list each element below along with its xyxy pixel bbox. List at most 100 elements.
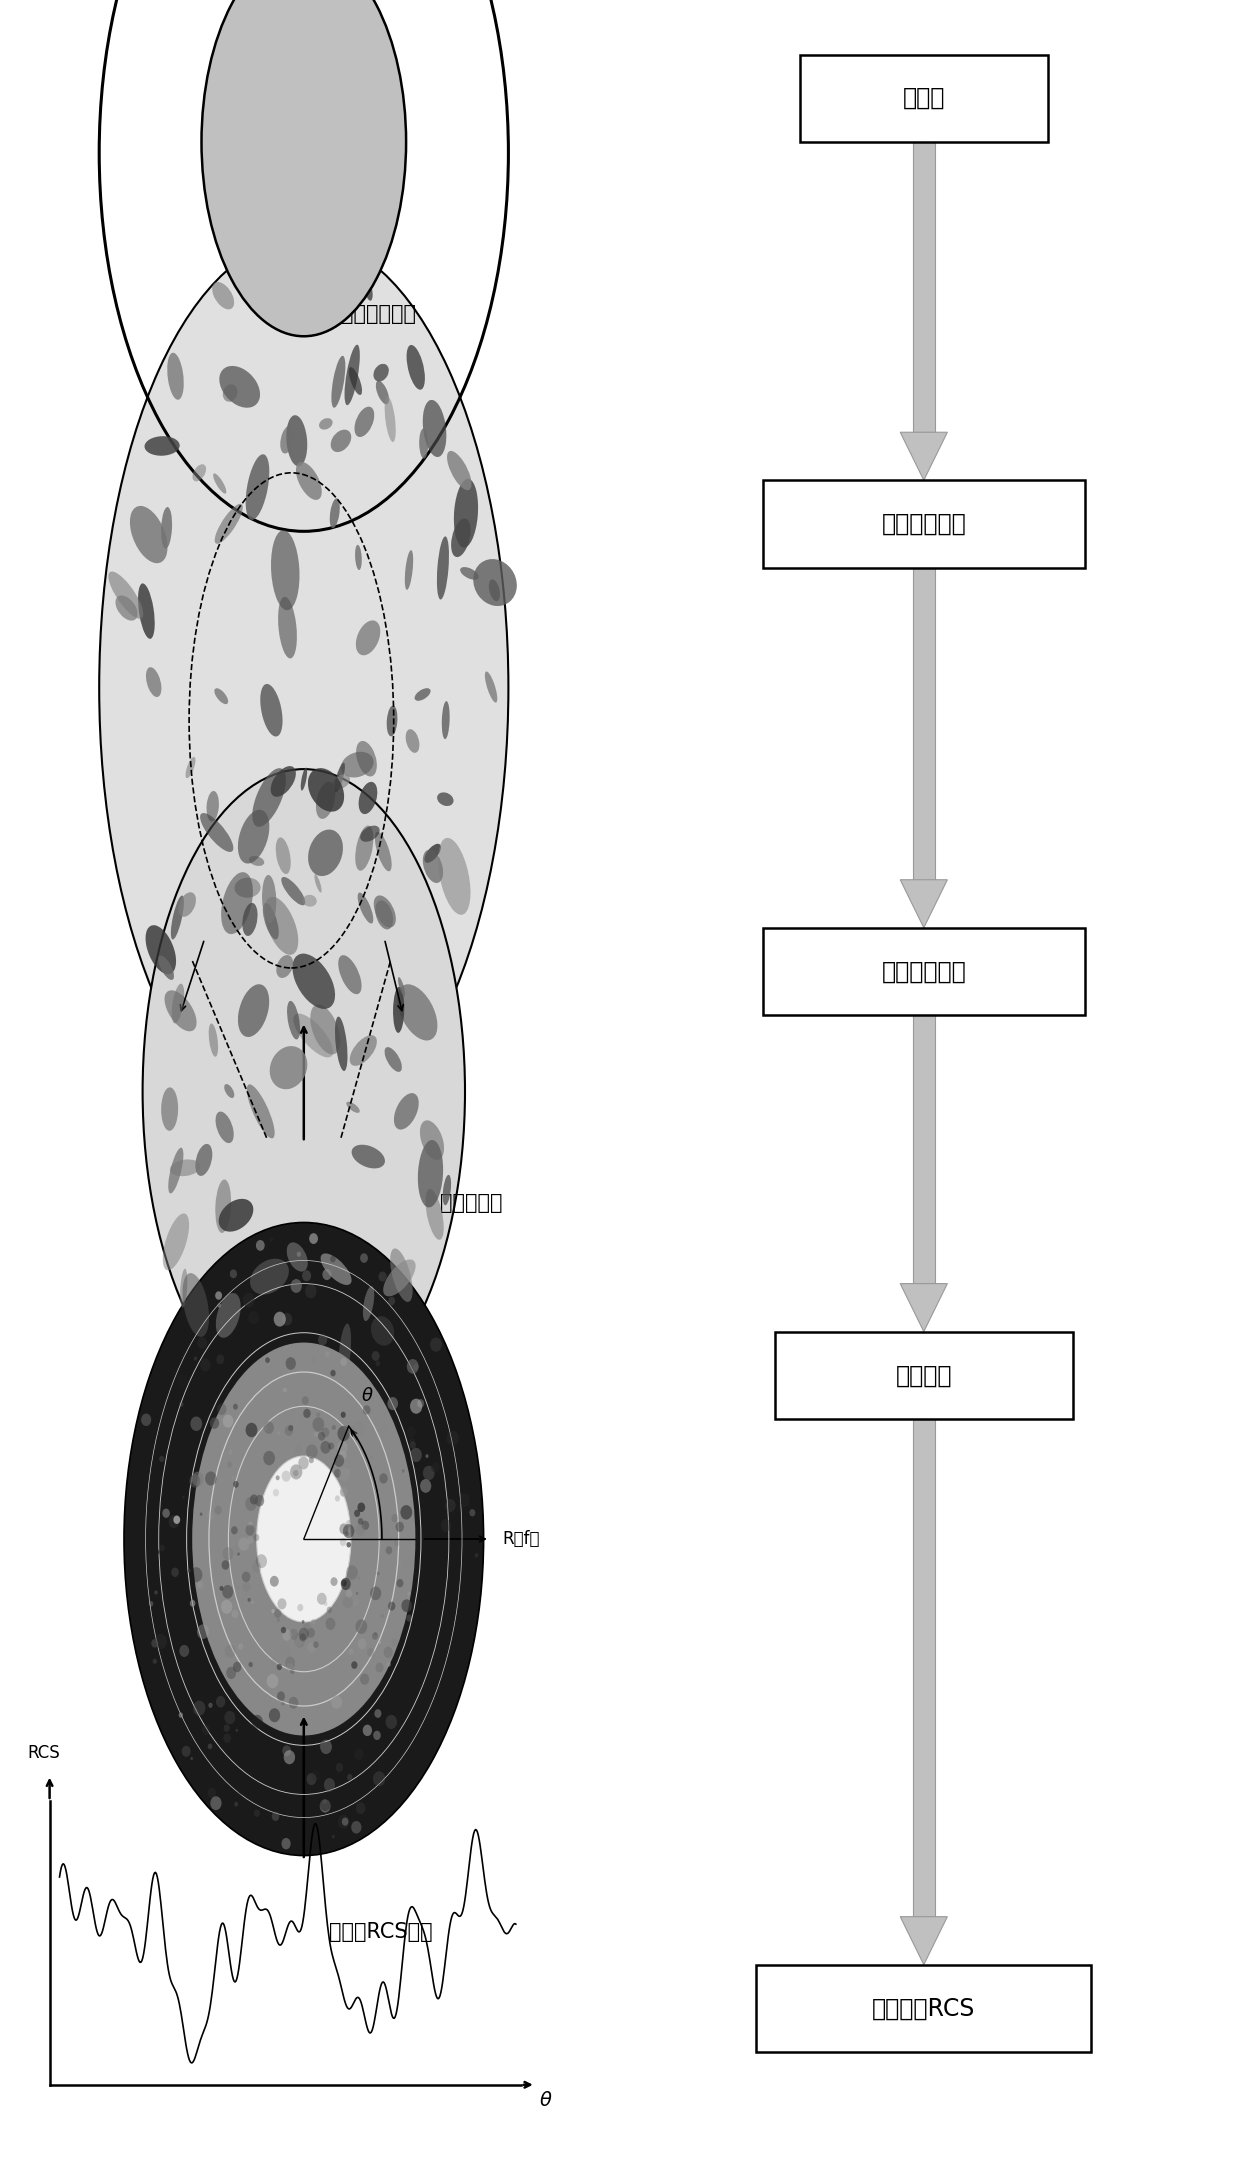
Ellipse shape xyxy=(286,249,312,279)
Ellipse shape xyxy=(279,1644,290,1657)
Ellipse shape xyxy=(357,1639,367,1650)
Ellipse shape xyxy=(224,1085,234,1098)
Ellipse shape xyxy=(387,1397,398,1410)
Ellipse shape xyxy=(341,751,373,777)
Ellipse shape xyxy=(402,1559,412,1570)
Ellipse shape xyxy=(339,1814,350,1829)
Ellipse shape xyxy=(348,1648,353,1655)
Ellipse shape xyxy=(246,1423,258,1436)
Ellipse shape xyxy=(281,1312,293,1325)
Ellipse shape xyxy=(309,1233,317,1244)
Ellipse shape xyxy=(376,1663,383,1672)
Ellipse shape xyxy=(356,1524,366,1537)
Ellipse shape xyxy=(201,0,407,336)
Ellipse shape xyxy=(248,1661,253,1668)
Ellipse shape xyxy=(301,1620,305,1624)
Ellipse shape xyxy=(219,367,260,408)
Ellipse shape xyxy=(285,1425,293,1436)
Ellipse shape xyxy=(226,1666,236,1679)
Ellipse shape xyxy=(233,1404,238,1410)
Ellipse shape xyxy=(222,1548,233,1561)
Ellipse shape xyxy=(237,1552,239,1556)
Ellipse shape xyxy=(443,1174,451,1205)
Ellipse shape xyxy=(295,1443,303,1454)
Ellipse shape xyxy=(332,1425,336,1430)
Ellipse shape xyxy=(312,1417,324,1432)
Ellipse shape xyxy=(232,1476,234,1480)
Ellipse shape xyxy=(286,1242,308,1273)
Polygon shape xyxy=(900,1284,947,1332)
Ellipse shape xyxy=(446,452,471,491)
Ellipse shape xyxy=(398,978,405,995)
Ellipse shape xyxy=(290,1668,295,1674)
Circle shape xyxy=(124,1222,484,1856)
Ellipse shape xyxy=(391,1249,413,1301)
Ellipse shape xyxy=(408,1591,410,1596)
Ellipse shape xyxy=(221,1600,232,1613)
Ellipse shape xyxy=(404,550,413,589)
Ellipse shape xyxy=(301,1397,309,1406)
Ellipse shape xyxy=(162,1508,170,1517)
Ellipse shape xyxy=(210,1417,219,1430)
Ellipse shape xyxy=(289,1629,298,1639)
Ellipse shape xyxy=(254,1810,260,1816)
Ellipse shape xyxy=(205,1471,217,1487)
Ellipse shape xyxy=(290,1279,301,1292)
Ellipse shape xyxy=(355,1749,363,1759)
Ellipse shape xyxy=(252,1716,263,1729)
Ellipse shape xyxy=(180,1268,187,1308)
Ellipse shape xyxy=(356,1803,366,1814)
Ellipse shape xyxy=(187,1570,191,1572)
Ellipse shape xyxy=(260,683,283,736)
Ellipse shape xyxy=(316,1412,320,1417)
Ellipse shape xyxy=(407,345,425,391)
Ellipse shape xyxy=(335,1017,347,1072)
Ellipse shape xyxy=(374,1709,382,1718)
Ellipse shape xyxy=(180,1401,184,1406)
Ellipse shape xyxy=(281,1838,290,1849)
FancyBboxPatch shape xyxy=(775,1332,1073,1419)
Ellipse shape xyxy=(243,1583,250,1591)
Ellipse shape xyxy=(371,1316,394,1345)
Ellipse shape xyxy=(229,1268,237,1279)
Ellipse shape xyxy=(367,1648,374,1657)
Ellipse shape xyxy=(200,812,233,851)
Ellipse shape xyxy=(207,790,219,821)
Ellipse shape xyxy=(365,279,373,301)
Ellipse shape xyxy=(460,568,479,581)
Ellipse shape xyxy=(424,845,441,862)
Ellipse shape xyxy=(335,762,345,792)
Ellipse shape xyxy=(281,1471,290,1482)
Ellipse shape xyxy=(334,1469,341,1478)
Ellipse shape xyxy=(278,1598,286,1609)
Ellipse shape xyxy=(370,1587,381,1600)
Ellipse shape xyxy=(303,895,316,906)
Ellipse shape xyxy=(161,1087,179,1131)
Ellipse shape xyxy=(221,873,253,934)
Ellipse shape xyxy=(246,454,269,520)
Ellipse shape xyxy=(242,904,258,937)
Ellipse shape xyxy=(219,1585,223,1591)
Ellipse shape xyxy=(324,1777,335,1792)
Ellipse shape xyxy=(255,1495,264,1506)
Ellipse shape xyxy=(108,572,144,618)
Ellipse shape xyxy=(342,1818,348,1825)
Ellipse shape xyxy=(174,1515,180,1524)
Ellipse shape xyxy=(255,1240,264,1251)
Ellipse shape xyxy=(319,419,332,430)
Ellipse shape xyxy=(269,1709,280,1722)
Ellipse shape xyxy=(337,1425,350,1441)
Ellipse shape xyxy=(169,1148,184,1194)
Ellipse shape xyxy=(215,1506,222,1515)
Text: $\theta$: $\theta$ xyxy=(361,1386,373,1404)
Ellipse shape xyxy=(248,1598,250,1602)
Ellipse shape xyxy=(284,1751,295,1764)
Ellipse shape xyxy=(272,530,300,611)
Ellipse shape xyxy=(346,1565,358,1580)
Ellipse shape xyxy=(362,1725,372,1735)
Ellipse shape xyxy=(308,1642,316,1653)
Ellipse shape xyxy=(306,1773,316,1786)
Ellipse shape xyxy=(357,1502,366,1513)
Ellipse shape xyxy=(355,825,373,871)
Bar xyxy=(913,142,935,432)
